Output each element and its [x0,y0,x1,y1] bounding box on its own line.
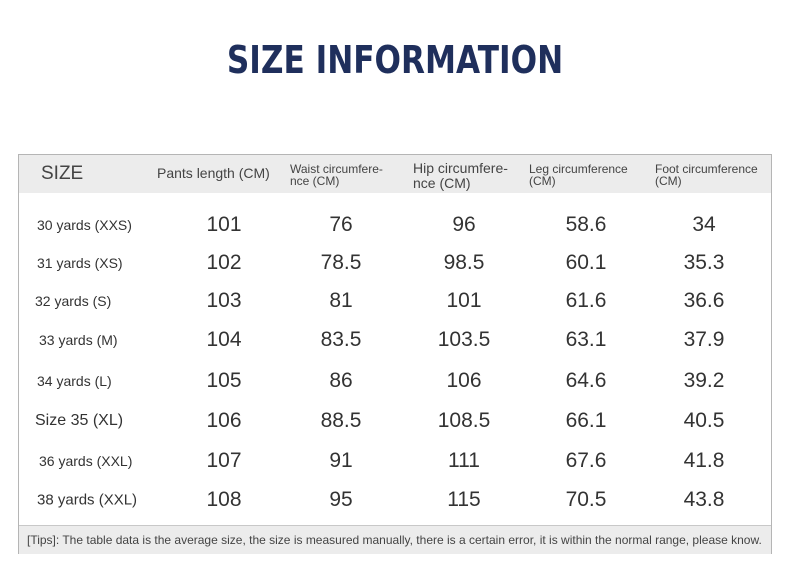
measurement: 108 [206,488,242,511]
measurement: 115 [447,488,481,511]
measurement: 101 [446,289,482,312]
measurement: 41.8 [683,449,725,472]
measurement: 104 [206,328,242,351]
measurement: 103 [206,289,242,312]
column-header: Foot circumference [655,162,758,176]
measurement: 101 [206,213,242,236]
measurement: 64.6 [565,369,607,392]
measurement: 34 [692,213,716,236]
measurement: 83.5 [320,328,362,351]
measurement: 107 [206,449,242,472]
size-table: [Tips]: The table data is the average si… [18,154,772,554]
column-header: (CM) [655,174,682,188]
size-label: Size 35 (XL) [35,412,124,429]
measurement: 95 [329,488,353,511]
measurement: 111 [448,449,480,472]
size-label: 31 yards (XS) [37,255,123,271]
measurement: 91 [329,449,353,472]
measurement: 60.1 [565,251,607,274]
size-label: 34 yards (L) [37,373,112,389]
column-header: nce (CM) [413,175,471,191]
measurement: 36.6 [683,289,725,312]
measurement: 37.9 [683,328,725,351]
size-label: 36 yards (XXL) [39,453,133,469]
column-header: Hip circumfere- [413,160,508,176]
measurement: 70.5 [565,488,607,511]
title: SIZE INFORMATION [226,38,564,82]
header-row [19,155,771,193]
measurement: 81 [329,289,353,312]
measurement: 76 [329,213,353,236]
measurement: 58.6 [565,213,607,236]
size-label: 32 yards (S) [35,293,112,309]
measurement: 102 [206,251,242,274]
size-label: 38 yards (XXL) [37,491,138,509]
column-header: Leg circumference [529,162,628,176]
measurement: 88.5 [320,409,362,432]
column-header: Waist circumfere- [290,162,383,176]
measurement: 35.3 [683,251,725,274]
measurement: 106 [206,409,242,432]
measurement: 40.5 [683,409,725,432]
tips: [Tips]: The table data is the average si… [27,533,762,547]
tips-row [19,525,771,554]
measurement: 43.8 [683,488,725,511]
measurement: 61.6 [565,289,607,312]
size-label: 33 yards (M) [39,332,118,348]
measurement: 106 [446,369,482,392]
column-header: SIZE [41,162,84,184]
column-header: nce (CM) [290,174,340,188]
size-label: 30 yards (XXS) [37,217,132,233]
column-header: (CM) [529,174,556,188]
measurement: 39.2 [683,369,725,392]
column-header: Pants length (CM) [157,165,270,181]
measurement: 96 [452,213,476,236]
measurement: 67.6 [565,449,607,472]
measurement: 66.1 [565,409,607,432]
measurement: 103.5 [437,328,491,351]
measurement: 98.5 [443,251,485,274]
measurement: 63.1 [565,328,607,351]
measurement: 108.5 [437,409,491,432]
measurement: 105 [206,369,242,392]
measurement: 86 [329,369,353,392]
measurement: 78.5 [320,251,362,274]
